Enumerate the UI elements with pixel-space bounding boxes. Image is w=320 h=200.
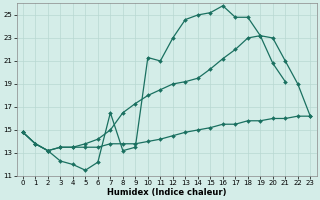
X-axis label: Humidex (Indice chaleur): Humidex (Indice chaleur) [107,188,226,197]
